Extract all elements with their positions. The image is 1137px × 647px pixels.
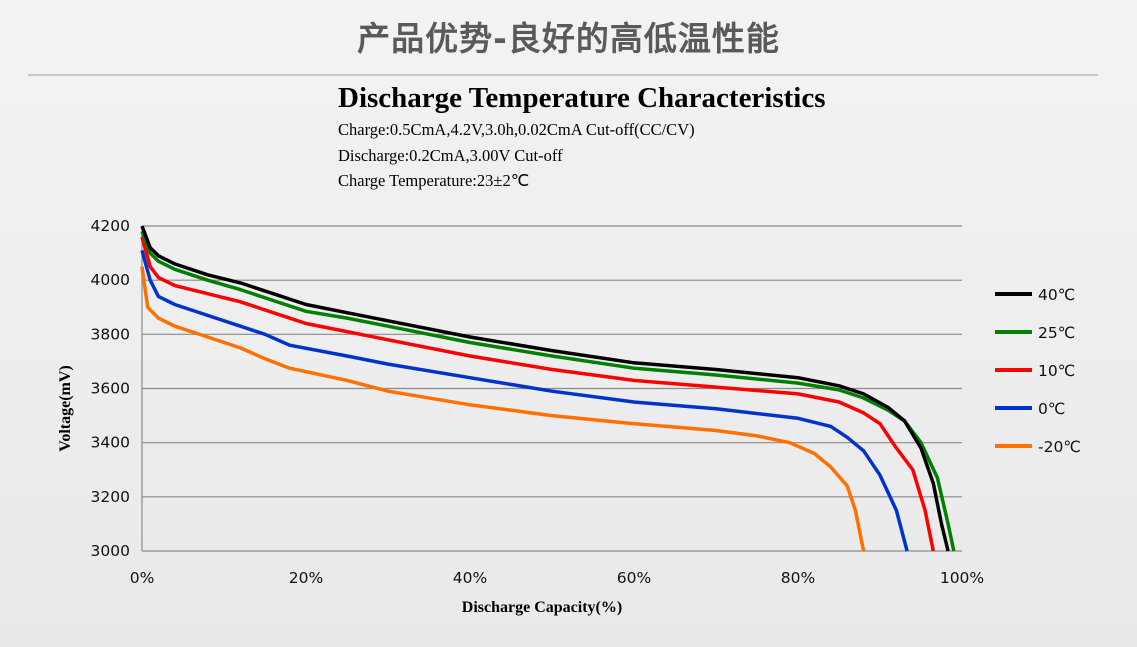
y-tick-label: 3000 xyxy=(91,542,130,560)
chart-subtitle-discharge: Discharge:0.2CmA,3.00V Cut-off xyxy=(338,146,563,165)
y-tick-label: 4000 xyxy=(91,271,130,289)
divider xyxy=(28,74,1098,76)
y-axis-label: Voltage(mV) xyxy=(57,365,74,452)
series-line-40℃ xyxy=(140,225,950,552)
x-tick-label: 20% xyxy=(289,569,323,587)
page-title: 产品优势-良好的高低温性能 xyxy=(357,19,780,58)
chart-subtitle-temperature: Charge Temperature:23±2℃ xyxy=(338,171,530,190)
x-axis-label: Discharge Capacity(%) xyxy=(462,599,622,616)
y-tick-label: 3800 xyxy=(91,325,130,343)
x-tick-label: 100% xyxy=(940,569,984,587)
x-tick-label: 40% xyxy=(453,569,487,587)
legend-label: 40℃ xyxy=(1038,286,1075,304)
chart-title: Discharge Temperature Characteristics xyxy=(338,82,826,114)
x-tick-label: 80% xyxy=(781,569,815,587)
legend-label: 25℃ xyxy=(1038,324,1075,342)
y-tick-label: 3600 xyxy=(91,380,130,398)
series-line-10℃ xyxy=(140,236,936,552)
series-line-0℃ xyxy=(140,249,909,552)
legend-label: 0℃ xyxy=(1038,400,1065,418)
chart-subtitle-charge: Charge:0.5CmA,4.2V,3.0h,0.02CmA Cut-off(… xyxy=(338,120,695,139)
legend-label: -20℃ xyxy=(1038,438,1081,456)
legend-label: 10℃ xyxy=(1038,362,1075,380)
x-tick-label: 60% xyxy=(617,569,651,587)
series-line--20℃ xyxy=(140,266,866,552)
y-tick-label: 3400 xyxy=(91,434,130,452)
y-tick-label: 4200 xyxy=(91,217,130,235)
y-tick-label: 3200 xyxy=(91,488,130,506)
x-tick-label: 0% xyxy=(130,569,155,587)
